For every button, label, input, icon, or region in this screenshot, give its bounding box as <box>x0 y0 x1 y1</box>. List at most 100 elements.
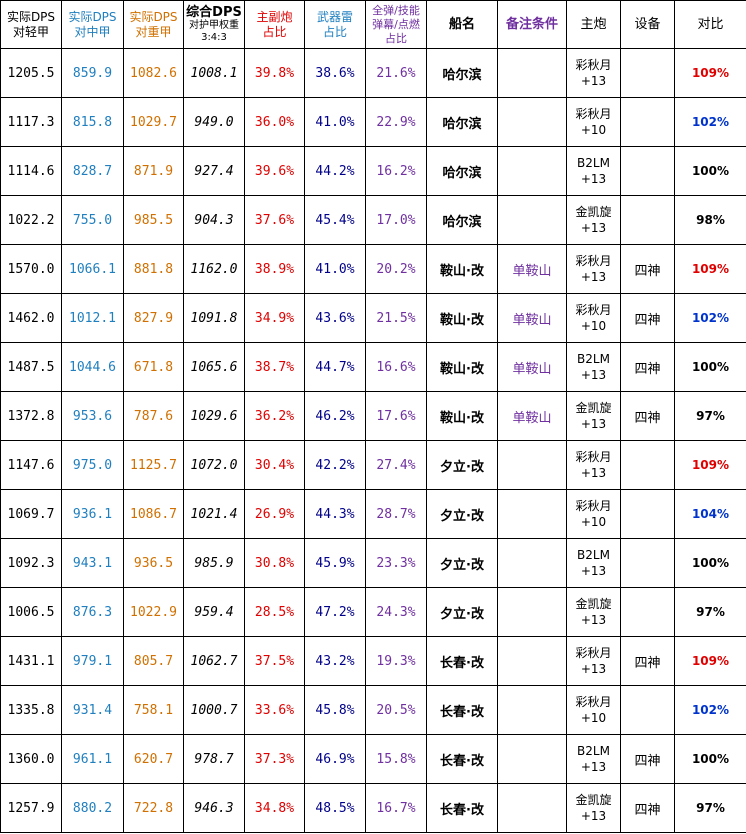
cell-compare: 100% <box>674 538 746 588</box>
cell-ship-name: 夕立·改 <box>426 489 498 539</box>
cell-ship-name: 鞍山·改 <box>426 342 498 392</box>
header-combined-title: 综合DPS <box>186 5 242 20</box>
cell-medium-armor: 936.1 <box>61 489 124 539</box>
cell-notes: 单鞍山 <box>497 342 567 392</box>
cell-barrage-share: 16.7% <box>365 783 427 833</box>
cell-main-gun-share: 36.0% <box>244 97 305 147</box>
cell-combined-dps: 1062.7 <box>183 636 245 686</box>
cell-barrage-share: 16.6% <box>365 342 427 392</box>
cell-compare: 102% <box>674 97 746 147</box>
cell-heavy-armor: 1082.6 <box>123 48 184 98</box>
cell-heavy-armor: 805.7 <box>123 636 184 686</box>
cell-main-gun: 金凯旋 +13 <box>566 195 621 245</box>
cell-combined-dps: 946.3 <box>183 783 245 833</box>
main-gun-level: +13 <box>580 270 607 284</box>
cell-ship-name: 长春·改 <box>426 685 498 735</box>
cell-light-armor: 1069.7 <box>0 489 62 539</box>
cell-compare: 100% <box>674 342 746 392</box>
cell-heavy-armor: 620.7 <box>123 734 184 784</box>
cell-equipment <box>620 97 675 147</box>
main-gun-name: 彩秋月 <box>575 450 612 464</box>
cell-combined-dps: 949.0 <box>183 97 245 147</box>
main-gun-name: B2LM <box>577 548 610 562</box>
cell-medium-armor: 943.1 <box>61 538 124 588</box>
cell-ship-name: 哈尔滨 <box>426 195 498 245</box>
cell-notes <box>497 636 567 686</box>
cell-ship-name: 夕立·改 <box>426 440 498 490</box>
cell-barrage-share: 15.8% <box>365 734 427 784</box>
cell-compare: 97% <box>674 391 746 441</box>
header-main-gun-share: 主副炮 占比 <box>244 0 305 49</box>
cell-notes <box>497 587 567 637</box>
table-row: 1114.6 828.7 871.9 927.4 39.6% 44.2% 16.2% 哈尔滨 B… <box>0 146 746 196</box>
main-gun-name: B2LM <box>577 352 610 366</box>
cell-equipment <box>620 195 675 245</box>
cell-ship-name: 夕立·改 <box>426 538 498 588</box>
cell-ship-name: 夕立·改 <box>426 587 498 637</box>
cell-ship-name: 鞍山·改 <box>426 293 498 343</box>
cell-heavy-armor: 827.9 <box>123 293 184 343</box>
cell-light-armor: 1092.3 <box>0 538 62 588</box>
table-row: 1022.2 755.0 985.5 904.3 37.6% 45.4% 17.0% 哈尔滨 金… <box>0 195 746 245</box>
cell-medium-armor: 828.7 <box>61 146 124 196</box>
cell-heavy-armor: 722.8 <box>123 783 184 833</box>
cell-main-gun-share: 38.9% <box>244 244 305 294</box>
cell-barrage-share: 20.5% <box>365 685 427 735</box>
main-gun-name: 彩秋月 <box>575 499 612 513</box>
cell-combined-dps: 1021.4 <box>183 489 245 539</box>
cell-notes <box>497 489 567 539</box>
cell-torpedo-share: 42.2% <box>304 440 366 490</box>
cell-main-gun-share: 30.4% <box>244 440 305 490</box>
cell-ship-name: 鞍山·改 <box>426 391 498 441</box>
cell-main-gun-share: 37.6% <box>244 195 305 245</box>
cell-torpedo-share: 45.9% <box>304 538 366 588</box>
table-row: 1092.3 943.1 936.5 985.9 30.8% 45.9% 23.3% 夕立·改… <box>0 538 746 588</box>
cell-torpedo-share: 45.4% <box>304 195 366 245</box>
header-compare: 对比 <box>674 0 746 49</box>
main-gun-level: +10 <box>580 711 607 725</box>
cell-main-gun-share: 26.9% <box>244 489 305 539</box>
cell-compare: 100% <box>674 734 746 784</box>
cell-combined-dps: 927.4 <box>183 146 245 196</box>
main-gun-level: +13 <box>580 466 607 480</box>
cell-heavy-armor: 985.5 <box>123 195 184 245</box>
cell-equipment <box>620 489 675 539</box>
cell-heavy-armor: 1086.7 <box>123 489 184 539</box>
cell-main-gun-share: 38.7% <box>244 342 305 392</box>
cell-notes <box>497 734 567 784</box>
cell-torpedo-share: 38.6% <box>304 48 366 98</box>
main-gun-level: +10 <box>580 515 607 529</box>
cell-notes: 单鞍山 <box>497 293 567 343</box>
cell-medium-armor: 880.2 <box>61 783 124 833</box>
cell-light-armor: 1431.1 <box>0 636 62 686</box>
cell-barrage-share: 23.3% <box>365 538 427 588</box>
cell-medium-armor: 815.8 <box>61 97 124 147</box>
table-row: 1462.0 1012.1 827.9 1091.8 34.9% 43.6% 21.5% 鞍山… <box>0 293 746 343</box>
cell-heavy-armor: 671.8 <box>123 342 184 392</box>
cell-barrage-share: 21.5% <box>365 293 427 343</box>
main-gun-level: +13 <box>580 74 607 88</box>
cell-barrage-share: 24.3% <box>365 587 427 637</box>
cell-ship-name: 哈尔滨 <box>426 48 498 98</box>
cell-torpedo-share: 41.0% <box>304 244 366 294</box>
header-combined-sub1: 对护甲权重 <box>189 20 239 31</box>
cell-light-armor: 1147.6 <box>0 440 62 490</box>
cell-compare: 97% <box>674 783 746 833</box>
cell-medium-armor: 979.1 <box>61 636 124 686</box>
cell-main-gun: 彩秋月 +13 <box>566 440 621 490</box>
cell-compare: 98% <box>674 195 746 245</box>
cell-main-gun: 金凯旋 +13 <box>566 391 621 441</box>
main-gun-name: B2LM <box>577 156 610 170</box>
cell-torpedo-share: 45.8% <box>304 685 366 735</box>
cell-main-gun: 彩秋月 +10 <box>566 685 621 735</box>
cell-main-gun-share: 39.8% <box>244 48 305 98</box>
cell-equipment: 四神 <box>620 734 675 784</box>
header-row: 实际DPS 对轻甲 实际DPS 对中甲 实际DPS 对重甲 综合DPS 对护甲权重 3… <box>0 0 746 49</box>
cell-light-armor: 1487.5 <box>0 342 62 392</box>
table-row: 1006.5 876.3 1022.9 959.4 28.5% 47.2% 24.3% 夕立·… <box>0 587 746 637</box>
cell-main-gun-share: 37.5% <box>244 636 305 686</box>
main-gun-level: +13 <box>580 760 607 774</box>
cell-torpedo-share: 44.2% <box>304 146 366 196</box>
cell-notes <box>497 440 567 490</box>
main-gun-name: 彩秋月 <box>575 254 612 268</box>
